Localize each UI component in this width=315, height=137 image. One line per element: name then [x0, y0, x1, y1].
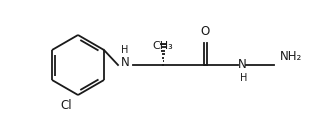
Text: NH₂: NH₂ — [280, 51, 302, 64]
Text: H: H — [240, 73, 248, 83]
Text: N: N — [121, 56, 129, 69]
Text: O: O — [200, 25, 209, 38]
Text: Cl: Cl — [60, 99, 72, 112]
Text: N: N — [238, 58, 246, 72]
Text: CH₃: CH₃ — [153, 41, 173, 51]
Text: H: H — [121, 45, 129, 55]
